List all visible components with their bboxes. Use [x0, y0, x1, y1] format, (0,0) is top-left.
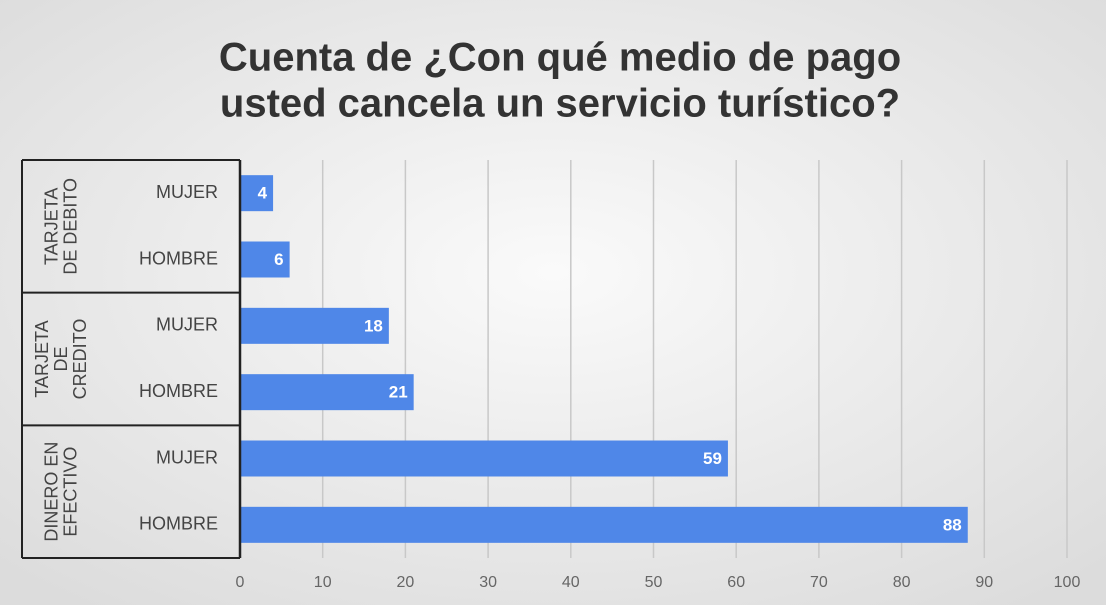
- x-tick-label: 50: [645, 574, 663, 591]
- y-tick-label: HOMBRE: [139, 514, 218, 534]
- bar: [240, 175, 274, 212]
- x-tick-label: 30: [479, 574, 497, 591]
- group-label: DE DEBITO: [60, 178, 80, 275]
- group-label: TARJETA: [32, 320, 52, 397]
- y-tick-label: MUJER: [156, 315, 218, 335]
- bar: [240, 440, 728, 477]
- group-label: TARJETA: [41, 188, 61, 265]
- group-label: DINERO EN: [41, 442, 61, 542]
- data-label: 88: [943, 515, 962, 534]
- bar: [240, 241, 290, 278]
- x-tick-label: 10: [314, 574, 332, 591]
- x-tick-label: 100: [1054, 574, 1081, 591]
- group-label: DE: [51, 346, 71, 371]
- x-tick-label: 60: [727, 574, 745, 591]
- y-tick-label: MUJER: [156, 182, 218, 202]
- group-label: CREDITO: [70, 319, 90, 400]
- data-label: 6: [274, 250, 283, 269]
- x-tick-label: 90: [975, 574, 993, 591]
- y-tick-label: MUJER: [156, 447, 218, 467]
- x-tick-label: 80: [893, 574, 911, 591]
- data-label: 4: [258, 184, 268, 203]
- x-tick-label: 40: [562, 574, 580, 591]
- x-tick-label: 0: [236, 574, 245, 591]
- data-label: 21: [389, 383, 408, 402]
- chart-title: usted cancela un servicio turístico?: [220, 82, 900, 126]
- y-tick-label: HOMBRE: [139, 381, 218, 401]
- bar: [240, 374, 414, 411]
- y-tick-label: HOMBRE: [139, 248, 218, 268]
- bar: [240, 506, 968, 543]
- group-label: EFECTIVO: [60, 447, 80, 537]
- x-tick-label: 70: [810, 574, 828, 591]
- data-label: 18: [364, 316, 383, 335]
- chart-title: Cuenta de ¿Con qué medio de pago: [219, 36, 901, 80]
- x-tick-label: 20: [397, 574, 415, 591]
- bar: [240, 307, 389, 344]
- data-label: 59: [703, 449, 722, 468]
